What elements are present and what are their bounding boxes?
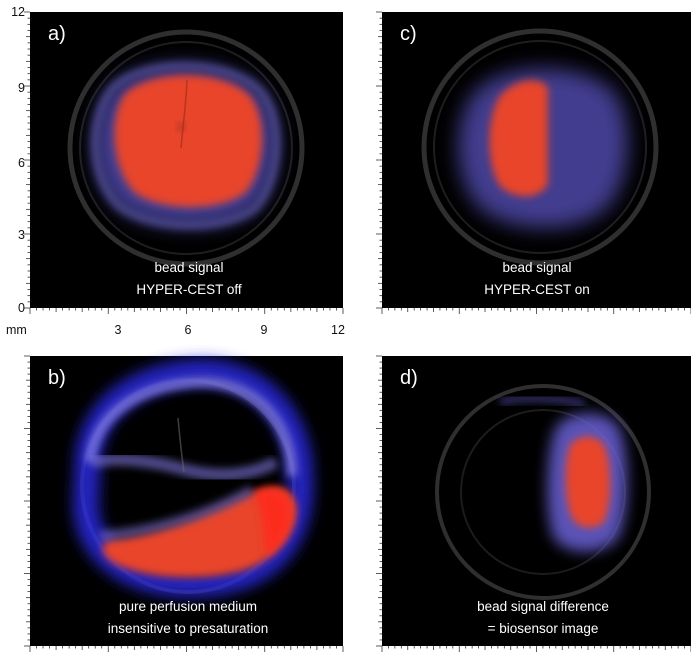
tick-marks [24,11,691,652]
panel-b-inner-band [90,453,279,481]
y-tick-label-3: 3 [18,228,25,242]
panel-a-caption-line-1: bead signal [154,260,223,275]
panel-a-phantom-ring [67,29,305,267]
x-tick-label-12: 12 [331,323,345,337]
x-tick-label-3: 3 [115,323,122,337]
y-tick-label-6: 6 [18,156,25,170]
panel-d-letter: d) [400,367,418,389]
panel-a: a) bead signal HYPER-CEST off [30,12,343,308]
panel-a-center-line [180,79,188,149]
panel-a-caption-line-2: HYPER-CEST off [136,282,242,297]
panel-b-perfusion-signal [102,486,297,578]
panel-c-caption-line-1: bead signal [502,260,571,275]
panel-d-caption-line-1: bead signal difference [477,599,609,614]
panel-c-letter: c) [400,23,417,45]
panel-d-caption-line-2: = biosensor image [488,621,599,636]
panel-a-center-spot [177,123,185,131]
panel-b-letter: b) [48,367,66,389]
panel-b-center-line [177,417,185,473]
panel-c-phantom-ring [421,28,659,266]
x-tick-label-9: 9 [261,323,268,337]
panel-b-upper-arc [85,376,297,477]
panel-a-bead-signal [114,75,263,207]
y-tick-label-0: 0 [18,301,25,315]
panel-c-bead-signal [489,80,548,197]
x-tick-label-6: 6 [185,323,192,337]
panel-a-letter: a) [48,23,66,45]
panel-c-caption-line-2: HYPER-CEST on [484,282,590,297]
y-axis-labels: 12 9 6 3 0 [11,5,25,315]
panel-c: c) bead signal HYPER-CEST on [382,12,691,308]
y-tick-label-12: 12 [11,5,25,19]
y-tick-label-9: 9 [18,81,25,95]
panel-b-lower-band [99,485,255,541]
panel-d-biosensor-signal [565,436,611,528]
panel-d-upper-trace [498,394,585,408]
axis-unit-label: mm [6,323,27,337]
panel-b: b) pure perfusion medium insensitive to … [30,356,343,646]
panel-b-outer-rim [72,358,314,598]
panel-b-caption-line-2: insensitive to presaturation [108,621,269,636]
x-axis-labels: mm 3 6 9 12 [6,323,345,337]
panel-b-hot-spot [254,488,292,556]
panel-b-caption-line-1: pure perfusion medium [119,599,257,614]
panel-d: d) bead signal difference = biosensor im… [382,356,691,646]
